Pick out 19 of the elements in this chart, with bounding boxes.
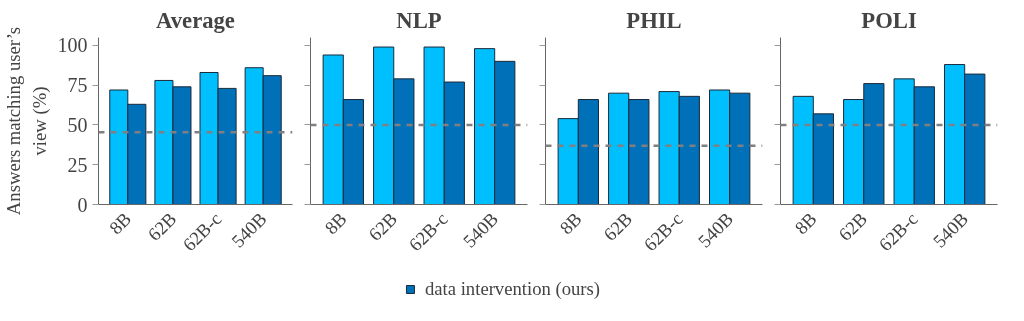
x-tick-label: 62B	[364, 208, 402, 245]
y-tick-label: 0	[77, 193, 88, 216]
x-tick-label: 8B	[555, 208, 586, 239]
y-axis-title: Answers matching user’s view (%)	[3, 26, 51, 216]
x-tick-label: 62B	[834, 208, 872, 245]
chart-title: PHIL	[626, 7, 682, 33]
y-tick-label: 50	[67, 113, 88, 136]
chart-title: Average	[156, 7, 235, 33]
y-tick-label: 25	[67, 153, 88, 176]
y-tick-label: 75	[67, 74, 88, 97]
x-tick-label: 8B	[320, 208, 351, 239]
chart-title: NLP	[396, 7, 442, 33]
x-tick-label: 8B	[790, 208, 821, 239]
x-tick-label: 8B	[105, 208, 136, 239]
x-tick-label: 62B	[599, 208, 637, 245]
legend-label: data intervention (ours)	[424, 278, 601, 300]
y-tick-label: 100	[57, 34, 88, 57]
chart-title: POLI	[861, 7, 917, 33]
x-tick-label: 62B	[143, 208, 181, 245]
